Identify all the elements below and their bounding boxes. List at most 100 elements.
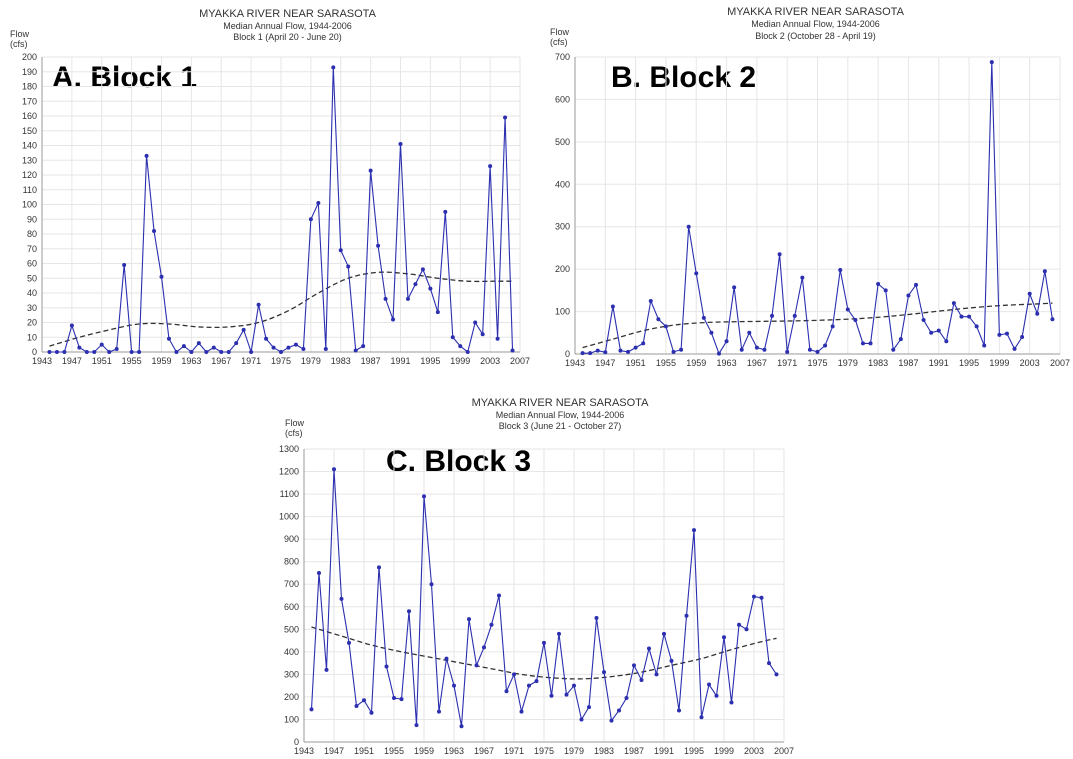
chart-panel-block-3: MYAKKA RIVER NEAR SARASOTA Median Annual… [270,395,810,759]
x-tick-label: 1979 [564,746,584,756]
data-point [588,351,593,356]
y-tick-label: 300 [555,222,570,232]
data-point [420,267,425,272]
data-point [876,281,881,286]
data-point [692,528,696,533]
data-point [301,347,306,352]
data-point [724,339,729,344]
data-point [137,350,142,354]
data-point [122,262,127,267]
data-point [701,315,706,320]
data-point [641,341,646,346]
y-axis-label-unit: (cfs) [285,428,303,438]
x-tick-label: 1983 [594,746,614,756]
y-tick-label: 800 [284,557,299,567]
data-point [399,697,404,702]
x-tick-label: 1991 [929,358,949,368]
data-point [293,342,298,347]
data-point [316,201,321,206]
data-point [626,349,631,354]
x-tick-label: 1967 [747,358,767,368]
data-point [709,330,714,335]
data-point [694,271,699,276]
data-point [332,467,336,472]
data-point [774,672,779,677]
data-point [458,344,463,349]
data-point [898,337,903,342]
data-point [465,350,470,354]
data-point [684,613,689,618]
data-point [480,332,485,337]
data-point [413,282,418,287]
y-tick-label: 600 [555,94,570,104]
data-point [564,692,569,697]
data-point [488,164,493,169]
x-tick-label: 2003 [480,356,500,366]
chart-title: MYAKKA RIVER NEAR SARASOTA [199,8,376,20]
data-point [603,350,608,355]
chart-title: MYAKKA RIVER NEAR SARASOTA [471,397,649,409]
data-point [610,304,615,309]
data-point [346,264,351,269]
data-point [361,344,366,349]
data-point [815,349,820,354]
y-tick-label: 400 [284,647,299,657]
data-point [921,318,926,323]
data-point [159,274,164,279]
data-point [989,60,994,65]
x-tick-label: 1963 [717,358,737,368]
y-tick-label: 100 [22,200,37,210]
data-point [323,347,328,352]
data-point [368,168,373,173]
data-point [443,209,448,214]
y-tick-label: 20 [27,318,37,328]
y-tick-label: 200 [22,52,37,62]
data-point [632,663,636,668]
data-point [1042,269,1047,274]
y-tick-label: 60 [27,259,37,269]
data-point [286,345,291,350]
data-point [211,345,216,350]
y-tick-label: 500 [555,137,570,147]
x-tick-label: 1991 [654,746,674,756]
data-point [557,631,561,636]
data-point [762,347,767,352]
data-point [997,332,1002,337]
data-point [189,350,194,354]
data-point [624,696,629,701]
data-point [716,351,721,356]
data-point [1050,317,1055,322]
y-tick-label: 400 [555,179,570,189]
x-tick-label: 1995 [420,356,440,366]
data-point [929,330,934,335]
data-point [339,596,344,601]
data-point [241,327,246,332]
y-tick-label: 200 [284,692,299,702]
data-point [467,617,471,622]
x-tick-label: 1943 [565,358,585,368]
data-point [679,347,684,352]
data-point [744,627,749,632]
data-point [444,656,449,661]
data-point [580,351,585,356]
data-point [654,672,659,677]
data-point [308,217,313,222]
y-tick-label: 130 [22,155,37,165]
x-tick-label: 1943 [294,746,314,756]
data-point [429,582,434,587]
data-point [595,348,600,353]
y-axis-label-flow: Flow [285,418,305,428]
data-point [914,282,919,287]
data-point [534,679,539,684]
data-point [618,348,623,353]
data-point [777,252,782,257]
data-point [405,296,410,301]
data-point [279,350,283,354]
y-axis-label-flow: Flow [550,27,570,37]
data-point [407,609,411,614]
x-tick-label: 1987 [624,746,644,756]
y-tick-label: 700 [284,579,299,589]
x-tick-label: 1971 [241,356,261,366]
data-point [639,678,644,683]
x-tick-label: 1991 [390,356,410,366]
